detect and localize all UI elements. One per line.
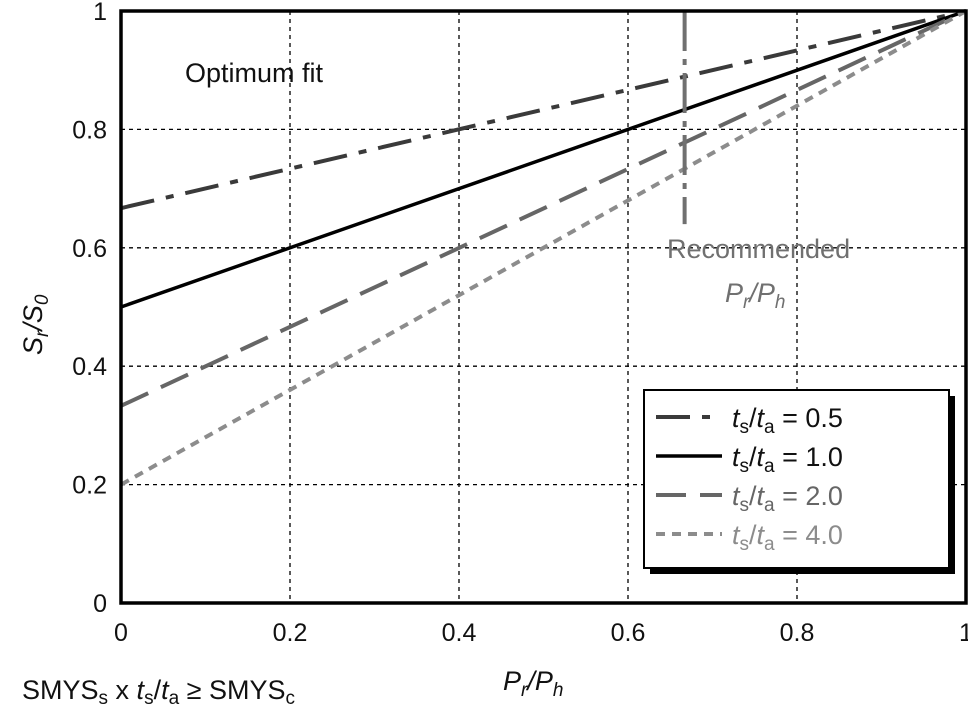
optimum-fit-annotation: Optimum fit [185,58,324,88]
y-label-sub-0: 0 [32,294,53,305]
smys-condition-note: SMYSs x ts/ta ≥ SMYSc [22,675,295,706]
series-line-4 [120,9,967,487]
recommended-p: P [725,278,743,308]
note-sub-s2: s [144,688,154,706]
note-geq-smys: ≥ SMYS [179,675,285,705]
x-tick-label: 0.2 [273,619,308,647]
x-tick-label: 0 [114,619,128,647]
note-smys: SMYS [22,675,99,705]
plot-frame [119,9,968,605]
x-tick-label: 0.6 [611,619,646,647]
x-label-sub-h: h [553,680,564,701]
note-x: x [108,675,137,705]
note-sub-s: s [99,688,109,706]
legend-label-1: ts/ta = 0.5 [732,403,843,438]
note-t1: t [137,675,146,705]
y-tick-label: 0 [93,590,107,618]
legend-label-3: ts/ta = 2.0 [732,481,843,516]
recommended-sub-r: r [743,292,750,313]
y-axis-label: Sr/S0 [18,294,53,355]
note-sub-c: c [286,688,296,706]
x-label-p: P [503,666,521,696]
series-line-2 [120,9,967,309]
x-label-sub-r: r [521,680,528,701]
legend-label-2: ts/ta = 1.0 [732,442,843,477]
note-t2: t [161,675,170,705]
recommended-label: Recommended [667,234,850,264]
y-tick-label: 0.8 [72,116,107,144]
series-line-3 [120,9,967,408]
x-tick-label: 0.4 [442,619,477,647]
y-label-sub-r: r [32,330,53,337]
grid [121,11,966,603]
series-lines [120,9,967,487]
y-tick-label: 1 [93,0,107,26]
note-slash: / [154,675,162,705]
x-axis-label: Pr/Ph [503,666,563,701]
y-tick-label: 0.4 [72,353,107,381]
y-tick-label: 0.2 [72,472,107,500]
x-tick-label: 1 [959,619,968,647]
y-label-slash-s: /S [18,305,48,333]
recommended-slash-p: /P [747,278,775,308]
y-label-s: S [18,337,48,355]
recommended-label-ratio: Pr/Ph [725,278,785,313]
recommended-sub-h: h [775,292,786,313]
tick-labels: 0 0.2 0.4 0.6 0.8 1 0 0.2 0.4 0.6 0.8 1 [72,0,968,647]
series-line-1 [120,9,967,211]
x-label-slash-p: /P [525,666,553,696]
x-tick-label: 0.8 [780,619,815,647]
legend-box [643,389,950,569]
legend: ts/ta = 0.5 ts/ta = 1.0 ts/ta = 2.0 ts/ta =… [643,389,955,574]
legend-label-4: ts/ta = 4.0 [732,520,843,555]
y-tick-label: 0.6 [72,235,107,263]
note-sub-a: a [169,688,180,706]
